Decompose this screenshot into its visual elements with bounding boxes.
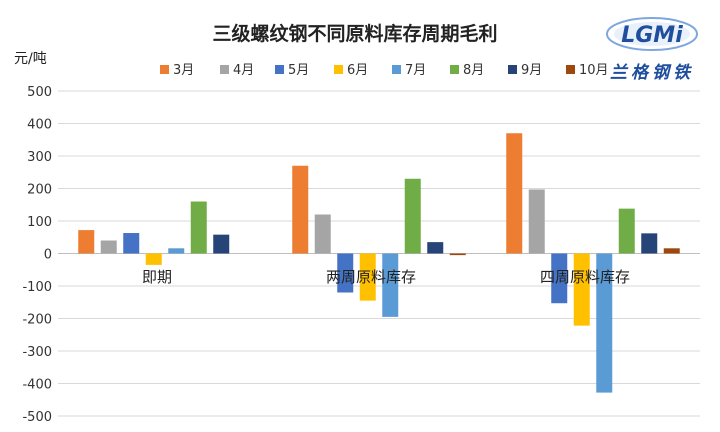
y-axis-label: 元/吨 bbox=[14, 51, 47, 67]
legend-swatch bbox=[508, 65, 517, 74]
legend-swatch bbox=[275, 65, 284, 74]
chart-title: 三级螺纹钢不同原料库存周期毛利 bbox=[212, 22, 497, 45]
legend-label: 3月 bbox=[173, 63, 194, 78]
bar bbox=[145, 253, 162, 265]
grid-lines bbox=[58, 90, 700, 417]
bar bbox=[618, 208, 635, 254]
bar bbox=[100, 240, 117, 254]
y-tick-label: 400 bbox=[27, 118, 52, 133]
category-label: 两周原料库存 bbox=[326, 268, 416, 286]
logo-mark: LGMi bbox=[621, 23, 683, 48]
legend-label: 10月 bbox=[579, 63, 609, 78]
y-tick-label: -500 bbox=[22, 410, 52, 425]
lgmi-logo: LGMi 兰格钢铁 bbox=[606, 17, 698, 83]
legend-swatch bbox=[566, 65, 575, 74]
logo-ellipse bbox=[606, 17, 698, 51]
category-label: 即期 bbox=[142, 268, 172, 286]
bar bbox=[663, 248, 680, 254]
legend-label: 9月 bbox=[521, 63, 542, 78]
y-tick-label: 200 bbox=[27, 183, 52, 198]
bar bbox=[427, 242, 444, 254]
legend-label: 8月 bbox=[463, 63, 484, 78]
legend-swatch bbox=[392, 65, 401, 74]
y-tick-label: 500 bbox=[27, 85, 52, 100]
bar bbox=[449, 253, 466, 256]
legend-label: 5月 bbox=[288, 63, 309, 78]
legend-label: 6月 bbox=[347, 63, 368, 78]
y-tick-label: -200 bbox=[22, 313, 52, 328]
bar bbox=[190, 201, 207, 254]
y-tick-label: 0 bbox=[44, 248, 52, 263]
bar bbox=[292, 165, 309, 254]
bar bbox=[641, 233, 658, 254]
logo-caption: 兰格钢铁 bbox=[610, 63, 694, 83]
y-tick-labels: 500 400 300 200 100 0 -100 -200 -300 -400 -500 bbox=[22, 85, 52, 425]
bar bbox=[551, 253, 568, 304]
y-tick-label: -400 bbox=[22, 378, 52, 393]
bar bbox=[382, 253, 399, 317]
bar bbox=[337, 253, 354, 293]
y-tick-label: 300 bbox=[27, 150, 52, 165]
y-tick-label: -300 bbox=[22, 345, 52, 360]
bars bbox=[78, 133, 680, 393]
bar bbox=[596, 253, 613, 393]
category-label: 四周原料库存 bbox=[540, 268, 630, 286]
bar bbox=[528, 189, 545, 254]
legend: 3月 4月 5月 6月 7月 8月 9月 10月 bbox=[160, 63, 609, 78]
bar bbox=[78, 230, 95, 254]
legend-swatch bbox=[220, 65, 229, 74]
bar bbox=[359, 253, 376, 301]
legend-label: 7月 bbox=[405, 63, 426, 78]
legend-swatch bbox=[450, 65, 459, 74]
bar bbox=[573, 253, 590, 326]
legend-swatch bbox=[160, 65, 169, 74]
logo-ellipse-inner bbox=[614, 22, 690, 46]
category-labels: 即期 两周原料库存 四周原料库存 bbox=[142, 268, 630, 286]
y-tick-label: 100 bbox=[27, 215, 52, 230]
legend-swatch bbox=[334, 65, 343, 74]
y-tick-label: -100 bbox=[22, 280, 52, 295]
bar bbox=[506, 133, 523, 254]
bar bbox=[314, 214, 331, 254]
bar bbox=[168, 248, 185, 254]
legend-label: 4月 bbox=[233, 63, 254, 78]
bar bbox=[213, 234, 230, 254]
bar bbox=[404, 178, 421, 254]
bar bbox=[123, 233, 140, 254]
